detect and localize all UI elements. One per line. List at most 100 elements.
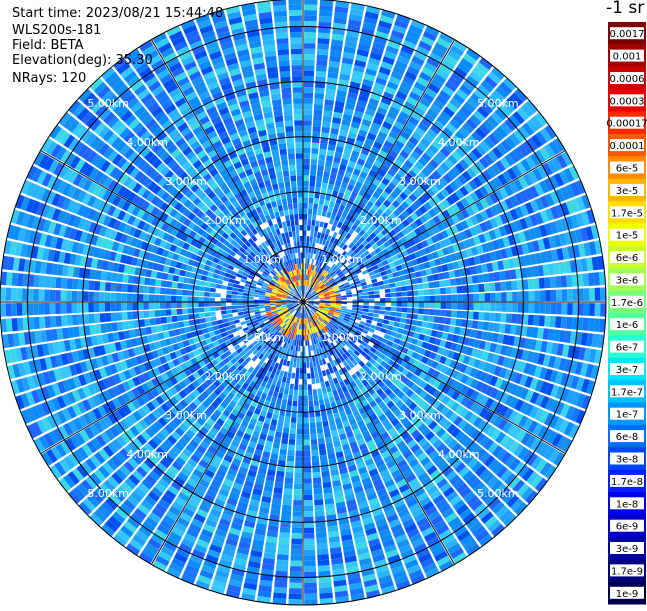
gate-cell <box>347 297 353 300</box>
gate-cell <box>121 303 127 311</box>
gate-cell <box>209 302 215 306</box>
gate-cell <box>472 275 479 283</box>
gate-cell <box>215 302 221 306</box>
gate-cell <box>295 456 302 462</box>
gate-cell <box>440 288 446 295</box>
gate-cell <box>294 484 302 490</box>
gate-cell <box>322 387 327 393</box>
gate-cell <box>304 32 316 38</box>
gate-cell <box>306 253 309 259</box>
gate-cell <box>284 388 289 394</box>
gate-cell <box>105 292 111 301</box>
gate-cell <box>313 203 318 209</box>
gate-cell <box>183 321 189 327</box>
gate-cell <box>317 171 324 177</box>
gate-cell <box>445 279 451 286</box>
gate-cell <box>188 308 194 313</box>
gate-cell <box>110 303 116 312</box>
gate-cell <box>457 294 463 301</box>
gate-cell <box>313 361 317 367</box>
gate-cell <box>368 313 374 317</box>
gate-cell <box>374 310 380 314</box>
gate-cell <box>116 303 122 311</box>
gate-cell <box>304 98 313 104</box>
gate-cell <box>312 384 316 390</box>
gate-cell <box>280 527 291 533</box>
gate-cell <box>413 290 419 295</box>
gate-cell <box>566 317 572 329</box>
gate-cell <box>379 310 385 314</box>
gate-cell <box>182 296 188 301</box>
gate-cell <box>290 378 294 384</box>
gate-cell <box>111 322 118 331</box>
gate-cell <box>394 277 400 283</box>
gate-cell <box>295 467 303 473</box>
gate-cell <box>283 371 288 377</box>
gate-cell <box>6 303 12 316</box>
gate-cell <box>310 362 314 368</box>
gate-cell <box>388 278 394 283</box>
gate-cell <box>89 314 95 324</box>
gate-cell <box>562 289 568 301</box>
gate-cell <box>324 166 331 173</box>
gate-cell <box>290 423 296 429</box>
gate-cell <box>304 533 315 539</box>
gate-cell <box>290 361 294 367</box>
gate-cell <box>288 599 301 605</box>
gate-cell <box>204 297 210 301</box>
gate-cell <box>583 273 590 286</box>
gate-cell <box>353 299 359 302</box>
gate-cell <box>242 299 248 302</box>
gate-cell <box>176 296 182 302</box>
gate-cell <box>143 303 149 310</box>
gate-cell <box>171 303 177 309</box>
gate-cell <box>132 303 138 311</box>
gate-cell <box>427 275 434 282</box>
gate-cell <box>304 87 314 93</box>
gate-cell <box>322 177 328 183</box>
gate-cell <box>304 131 312 137</box>
gate-cell <box>292 517 302 523</box>
gate-cell <box>72 291 78 301</box>
gate-cell <box>94 314 100 324</box>
gate-cell <box>319 444 326 450</box>
gate-cell <box>277 554 289 560</box>
gate-cell <box>12 318 19 331</box>
gate-cell <box>347 307 353 310</box>
gate-cell <box>279 532 290 538</box>
gate-cell <box>205 317 211 322</box>
gate-cell <box>304 423 310 429</box>
gate-cell <box>387 325 394 330</box>
gate-cell <box>304 5 317 11</box>
gate-cell <box>304 561 316 567</box>
gate-cell <box>422 276 428 282</box>
gate-cell <box>330 304 336 306</box>
gate-cell <box>595 303 601 316</box>
gate-cell <box>600 287 606 300</box>
gate-cell <box>274 386 279 393</box>
gate-cell <box>296 445 303 451</box>
gate-cell <box>198 302 204 307</box>
gate-cell <box>314 488 323 494</box>
gate-cell <box>368 309 374 313</box>
gate-cell <box>594 272 601 286</box>
gate-cell <box>308 346 311 352</box>
gate-cell <box>274 582 287 589</box>
gate-cell <box>357 308 363 311</box>
gate-cell <box>298 401 303 407</box>
gate-cell <box>284 422 290 428</box>
gate-cell <box>450 279 456 286</box>
gate-cell <box>304 175 310 181</box>
gate-cell <box>489 283 495 292</box>
gate-cell <box>296 368 300 374</box>
gate-cell <box>518 291 524 301</box>
gate-cell <box>589 303 595 316</box>
gate-cell <box>484 283 490 292</box>
gate-cell <box>299 340 301 346</box>
gate-cell <box>468 294 474 302</box>
gate-cell <box>488 273 495 282</box>
gate-cell <box>306 362 309 368</box>
gate-cell <box>122 321 129 330</box>
gate-cell <box>313 395 318 401</box>
